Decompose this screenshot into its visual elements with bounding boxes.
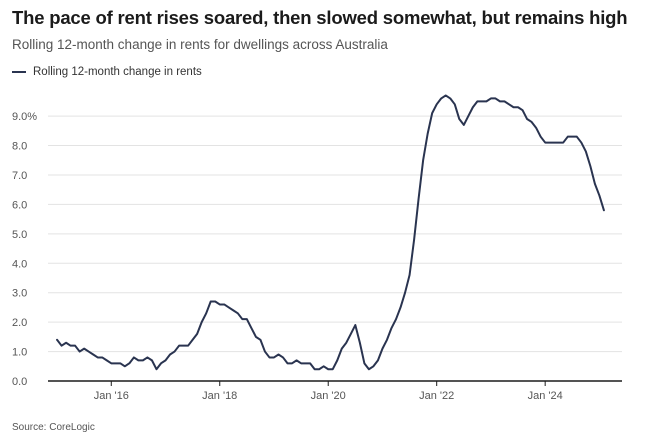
x-tick-label: Jan '22 xyxy=(419,390,454,402)
y-tick-label: 6.0 xyxy=(12,199,27,211)
series-line-rent-change xyxy=(56,94,605,371)
legend-label: Rolling 12-month change in rents xyxy=(33,66,202,78)
x-tick-label: Jan '24 xyxy=(528,390,563,402)
chart-subtitle: Rolling 12-month change in rents for dwe… xyxy=(12,37,388,52)
y-tick-label: 3.0 xyxy=(12,288,27,300)
y-tick-label: 4.0 xyxy=(12,258,27,270)
y-tick-label: 5.0 xyxy=(12,229,27,241)
x-tick-label: Jan '18 xyxy=(202,390,237,402)
y-tick-label: 7.0 xyxy=(12,170,27,182)
y-tick-label: 2.0 xyxy=(12,317,27,329)
x-axis-ticks: Jan '16 Jan '18 Jan '20 Jan '22 Jan '24 xyxy=(94,381,563,402)
legend-swatch xyxy=(12,71,26,73)
chart-title: The pace of rent rises soared, then slow… xyxy=(12,7,628,28)
y-tick-label: 0.0 xyxy=(12,376,27,388)
grid-lines xyxy=(48,115,622,353)
y-tick-label: 1.0 xyxy=(12,347,27,359)
x-tick-label: Jan '20 xyxy=(311,390,346,402)
source-note: Source: CoreLogic xyxy=(12,422,95,433)
y-axis-ticks: 0.0 1.0 2.0 3.0 4.0 5.0 6.0 7.0 8.0 9.0% xyxy=(12,111,37,388)
x-tick-label: Jan '16 xyxy=(94,390,129,402)
y-tick-label: 9.0% xyxy=(12,111,37,123)
y-tick-label: 8.0 xyxy=(12,141,27,153)
legend: Rolling 12-month change in rents xyxy=(12,66,202,78)
